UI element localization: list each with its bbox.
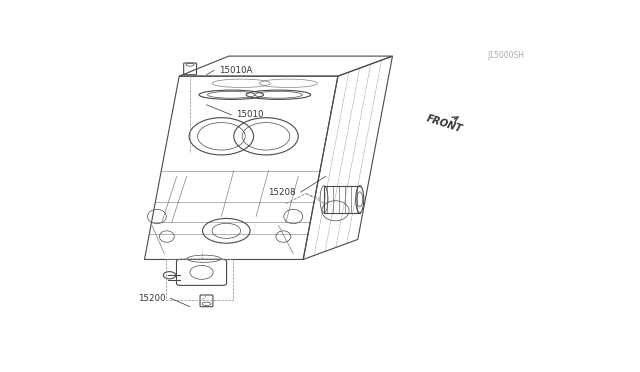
Text: FRONT: FRONT xyxy=(425,114,463,135)
Text: J15000SH: J15000SH xyxy=(487,51,524,60)
Text: 15208: 15208 xyxy=(268,187,296,197)
Text: 15010: 15010 xyxy=(236,110,264,119)
Text: 15200: 15200 xyxy=(138,294,165,303)
Text: 15010A: 15010A xyxy=(219,66,252,75)
